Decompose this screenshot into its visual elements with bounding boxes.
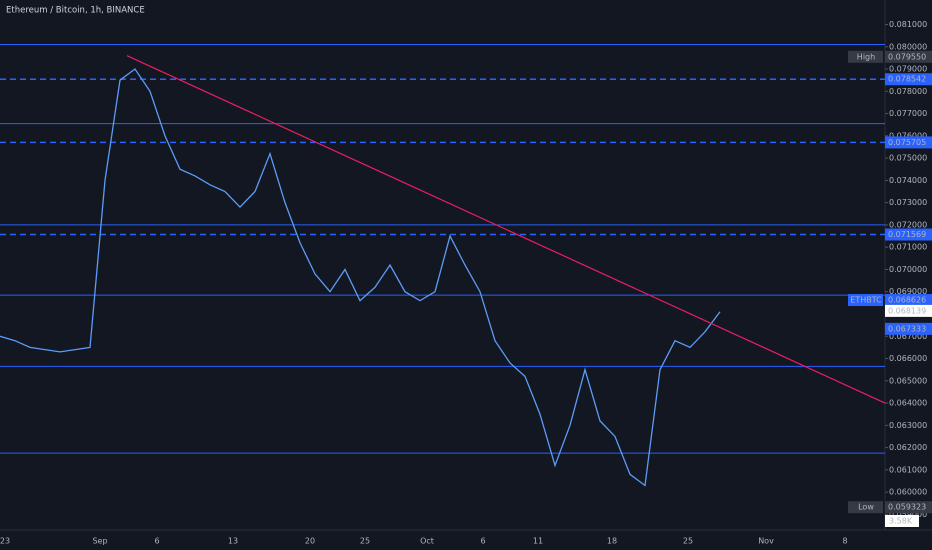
x-tick-label: 8 xyxy=(842,537,847,546)
x-tick-label: Sep xyxy=(92,537,107,546)
price-label: 0.071569 xyxy=(888,230,926,239)
y-tick-label: 0.060000 xyxy=(889,488,927,497)
y-tick-label: 0.067000 xyxy=(889,332,927,341)
x-tick-label: 25 xyxy=(360,537,370,546)
x-tick-label: 6 xyxy=(154,537,159,546)
y-tick-label: 0.080000 xyxy=(889,42,927,51)
price-label: 0.075705 xyxy=(888,138,926,147)
x-tick-label: Nov xyxy=(758,537,774,546)
price-label-box xyxy=(885,294,932,307)
y-tick-label: 0.071000 xyxy=(889,243,927,252)
volume-label: 3.58K xyxy=(889,517,913,526)
y-tick-label: 0.076000 xyxy=(889,131,927,140)
price-label: 0.059323 xyxy=(888,503,926,512)
price-label: 0.079550 xyxy=(888,52,926,61)
y-tick-label: 0.063000 xyxy=(889,421,927,430)
price-label-box xyxy=(885,501,932,514)
y-tick-label: 0.065000 xyxy=(889,376,927,385)
y-tick-label: 0.059000 xyxy=(889,510,927,519)
y-tick-label: 0.064000 xyxy=(889,399,927,408)
y-tick-label: 0.066000 xyxy=(889,354,927,363)
price-label-box xyxy=(885,50,932,63)
x-tick-label: Oct xyxy=(420,537,434,546)
price-name-box xyxy=(848,501,883,514)
y-tick-label: 0.061000 xyxy=(889,465,927,474)
price-name: High xyxy=(857,52,875,61)
volume-label-box xyxy=(885,515,919,527)
y-tick-label: 0.073000 xyxy=(889,198,927,207)
x-tick-label: 20 xyxy=(305,537,315,546)
y-tick-label: 0.069000 xyxy=(889,287,927,296)
price-label: 0.067333 xyxy=(888,324,926,333)
x-tick-label: 25 xyxy=(683,537,693,546)
chart-title: Ethereum / Bitcoin, 1h, BINANCE xyxy=(6,6,145,16)
price-label-box xyxy=(885,228,932,241)
price-label: 0.068626 xyxy=(888,296,926,305)
price-name-box xyxy=(848,50,883,63)
y-tick-label: 0.072000 xyxy=(889,220,927,229)
x-tick-label: 11 xyxy=(533,537,543,546)
y-tick-label: 0.075000 xyxy=(889,154,927,163)
price-line xyxy=(0,68,721,487)
price-label: 0.078542 xyxy=(888,75,926,84)
price-label-box xyxy=(885,73,932,86)
trendline xyxy=(126,55,886,404)
price-label-box xyxy=(885,136,932,149)
y-tick-label: 0.081000 xyxy=(889,20,927,29)
x-tick-label: 6 xyxy=(480,537,485,546)
y-tick-label: 0.078000 xyxy=(889,87,927,96)
y-tick-label: 0.074000 xyxy=(889,176,927,185)
price-name: ETHBTC xyxy=(850,296,882,305)
y-tick-label: 0.070000 xyxy=(889,265,927,274)
x-tick-label: 13 xyxy=(228,537,238,546)
price-label-box xyxy=(885,304,932,317)
price-label: 0.068139 xyxy=(888,306,926,315)
price-label-box xyxy=(885,322,932,335)
x-tick-label: 23 xyxy=(0,537,10,546)
y-tick-label: 0.077000 xyxy=(889,109,927,118)
price-name: Low xyxy=(858,503,874,512)
y-tick-label: 0.062000 xyxy=(889,443,927,452)
y-tick-label: 0.079000 xyxy=(889,65,927,74)
price-name-box xyxy=(848,294,883,307)
x-tick-label: 18 xyxy=(607,537,617,546)
